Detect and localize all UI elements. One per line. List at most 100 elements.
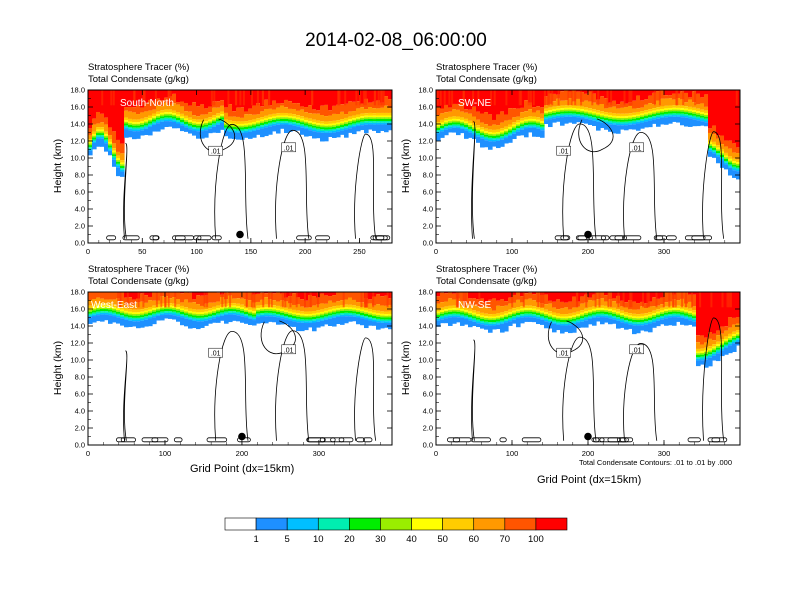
tracer-cell (324, 125, 329, 128)
tracer-cell (564, 107, 569, 110)
tracer-cell (108, 149, 113, 151)
tracer-cell (204, 108, 209, 115)
tracer-streak (256, 90, 259, 106)
tracer-cell (308, 314, 313, 316)
tracer-cell (380, 322, 385, 329)
tracer-cell (376, 112, 381, 116)
x-tick-label: 200 (236, 449, 249, 458)
tracer-cell (232, 312, 237, 315)
tracer-cell (728, 158, 733, 161)
tracer-cell (472, 316, 477, 319)
tracer-cell (364, 308, 369, 311)
tracer-cell (464, 123, 469, 125)
tracer-cell (452, 120, 457, 123)
tracer-cell (708, 149, 713, 152)
tracer-cell (96, 133, 101, 136)
tracer-cell (316, 316, 321, 319)
tracer-cell (476, 315, 481, 318)
tracer-streak (169, 90, 172, 106)
tracer-cell (632, 313, 637, 317)
tracer-cell (368, 121, 373, 123)
tracer-cell (472, 131, 477, 133)
tracer-cell (372, 319, 377, 322)
tracer-cell (88, 145, 93, 148)
tracer-cell (680, 105, 685, 109)
tracer-cell (164, 113, 169, 116)
tracer-cell (324, 312, 329, 315)
tracer-cell (460, 316, 465, 318)
tracer-cell (376, 117, 381, 119)
tracer-cell (676, 107, 681, 110)
tracer-cell (108, 299, 113, 304)
tracer-cell (292, 321, 297, 327)
tracer-cell (360, 117, 365, 120)
tracer-cell (480, 122, 485, 128)
tracer-cell (660, 112, 665, 115)
tracer-cell (484, 112, 489, 125)
tracer-cell (640, 122, 645, 129)
tracer-cell (200, 127, 205, 130)
tracer-cell (304, 125, 309, 128)
contour-loop (141, 437, 159, 443)
tracer-cell (652, 322, 657, 328)
tracer-cell (168, 309, 173, 312)
tracer-cell (452, 90, 457, 104)
tracer-cell (384, 319, 389, 322)
tracer-streak (309, 292, 312, 308)
tracer-cell (440, 317, 445, 320)
panel3-subtitle-line2: Total Condensate (g/kg) (88, 276, 189, 287)
contour-loop (666, 235, 677, 241)
tracer-cell (200, 114, 205, 120)
tracer-cell (384, 314, 389, 316)
tracer-cell (712, 141, 717, 145)
tracer-cell (468, 90, 473, 110)
tracer-cell (192, 317, 197, 320)
tracer-cell (720, 160, 725, 168)
tracer-cell (124, 292, 129, 298)
tracer-cell (300, 90, 305, 107)
tracer-cell (108, 90, 113, 128)
tracer-cell (172, 90, 177, 94)
tracer-cell (92, 90, 97, 119)
tracer-cell (720, 345, 725, 348)
tracer-cell (692, 110, 697, 113)
tracer-cell (260, 309, 265, 311)
tracer-cell (260, 126, 265, 129)
tracer-cell (100, 136, 105, 139)
tracer-cell (276, 314, 281, 316)
tracer-cell (728, 336, 733, 339)
tracer-cell (164, 109, 169, 113)
tracer-cell (316, 130, 321, 133)
tracer-cell (484, 131, 489, 134)
tracer-cell (488, 323, 493, 326)
tracer-cell (660, 90, 665, 99)
tracer-cell (176, 121, 181, 124)
tracer-cell (564, 90, 569, 101)
tracer-cell (644, 317, 649, 320)
tracer-cell (476, 317, 481, 320)
contour-loop (152, 235, 160, 241)
tracer-cell (284, 317, 289, 320)
tracer-cell (248, 124, 253, 127)
tracer-cell (388, 313, 392, 316)
tracer-cell (120, 315, 125, 317)
tracer-cell (656, 118, 661, 127)
tracer-cell (112, 310, 117, 313)
tracer-cell (264, 314, 269, 317)
tracer-cell (636, 314, 641, 317)
tracer-cell (480, 113, 485, 123)
tracer-streak (682, 90, 685, 106)
tracer-cell (500, 323, 505, 333)
tracer-cell (196, 309, 201, 313)
tracer-cell (272, 119, 277, 122)
tracer-streak (548, 90, 551, 106)
tracer-cell (264, 115, 269, 119)
tracer-cell (208, 126, 213, 129)
tracer-cell (228, 122, 233, 125)
tracer-cell (160, 116, 165, 119)
tracer-cell (112, 143, 117, 149)
tracer-cell (360, 316, 365, 319)
tracer-cell (216, 305, 221, 309)
tracer-cell (656, 320, 661, 327)
tracer-cell (572, 318, 577, 321)
